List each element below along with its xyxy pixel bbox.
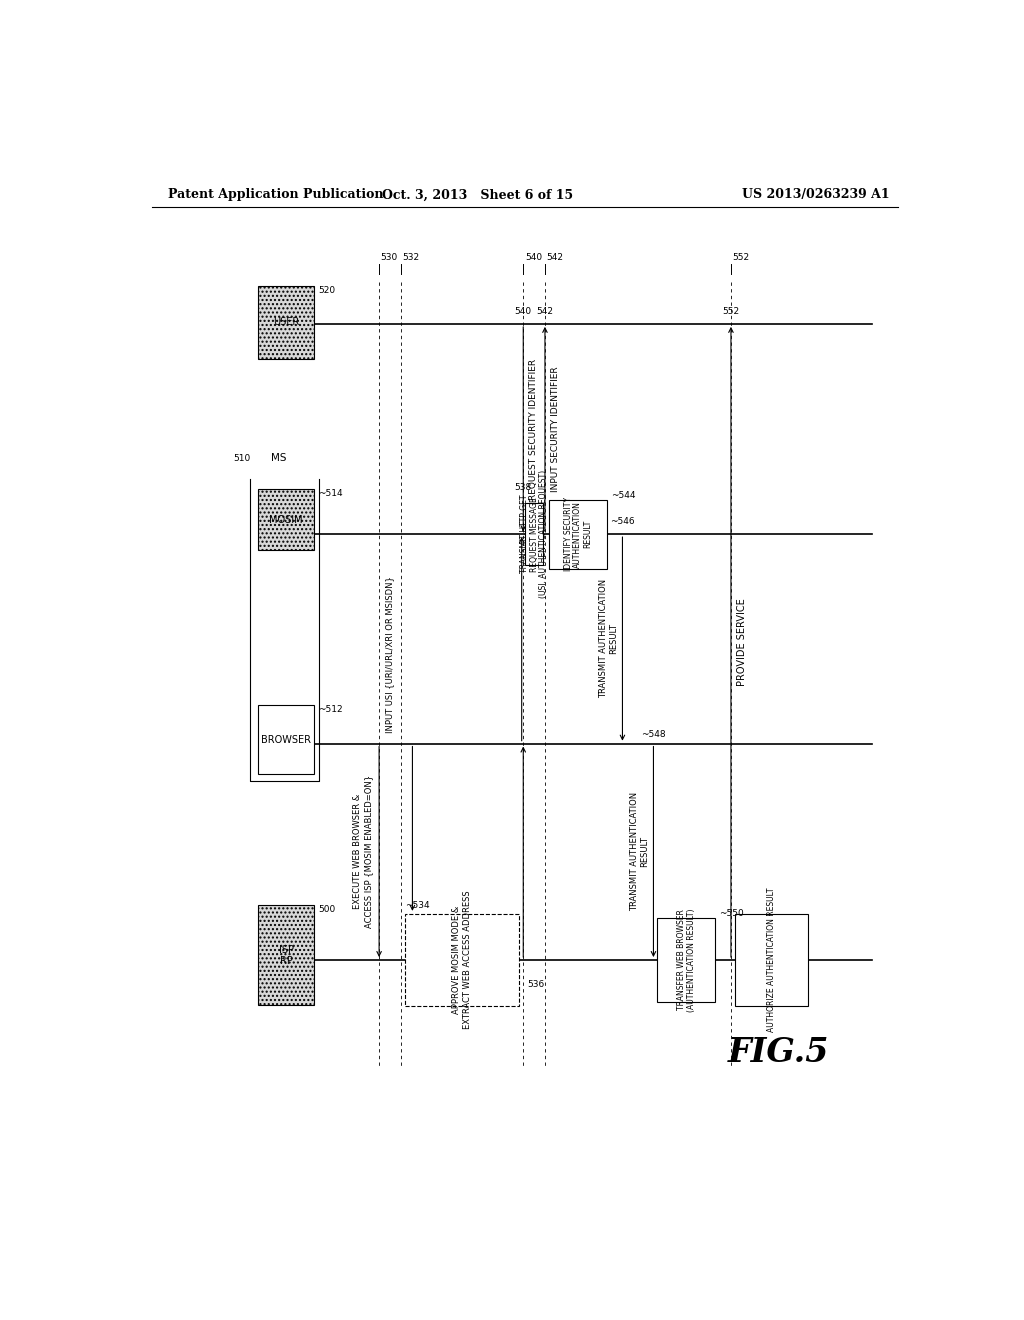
Text: 540: 540 bbox=[524, 252, 542, 261]
Text: 536: 536 bbox=[527, 981, 545, 989]
Text: ~544: ~544 bbox=[611, 491, 636, 499]
Text: MS: MS bbox=[271, 453, 287, 462]
Text: 538: 538 bbox=[515, 483, 531, 492]
Text: MOSIM: MOSIM bbox=[269, 515, 303, 524]
Text: INPUT USI {URI/URL/XRI OR MSISDN}: INPUT USI {URI/URL/XRI OR MSISDN} bbox=[385, 577, 394, 734]
Text: Oct. 3, 2013   Sheet 6 of 15: Oct. 3, 2013 Sheet 6 of 15 bbox=[382, 189, 572, 202]
Text: ~550: ~550 bbox=[720, 908, 744, 917]
Text: TRANSMIT AUTHENTICATION
RESULT: TRANSMIT AUTHENTICATION RESULT bbox=[630, 792, 649, 911]
Bar bbox=[258, 906, 314, 1006]
Text: ~534: ~534 bbox=[404, 902, 429, 909]
Text: EXECUTE WEB BROWSER &
ACCESS ISP {MOSIM ENABLED=ON}: EXECUTE WEB BROWSER & ACCESS ISP {MOSIM … bbox=[353, 775, 373, 928]
Text: 510: 510 bbox=[233, 454, 251, 462]
Text: 530: 530 bbox=[381, 252, 398, 261]
Text: BROWSER: BROWSER bbox=[261, 735, 311, 744]
Text: ~546: ~546 bbox=[610, 517, 635, 527]
Text: ~512: ~512 bbox=[317, 705, 342, 714]
Text: TRANSFER WEB BROWSER
(AUTHENTICATION RESULT): TRANSFER WEB BROWSER (AUTHENTICATION RES… bbox=[677, 908, 695, 1011]
Text: APPROVE MOSIM MODE &
EXTRACT WEB ACCESS ADDRESS: APPROVE MOSIM MODE & EXTRACT WEB ACCESS … bbox=[453, 891, 472, 1030]
Bar bbox=[549, 499, 607, 569]
Text: 520: 520 bbox=[317, 286, 335, 294]
Text: AUTHORIZE AUTHENTICATION RESULT: AUTHORIZE AUTHENTICATION RESULT bbox=[767, 888, 776, 1032]
Text: 532: 532 bbox=[402, 252, 420, 261]
Text: 500: 500 bbox=[317, 906, 335, 915]
Bar bbox=[258, 705, 314, 775]
Bar bbox=[735, 913, 809, 1006]
Text: 540: 540 bbox=[515, 308, 531, 317]
Bar bbox=[524, 503, 544, 565]
Text: INPUT SECURITY IDENTIFIER: INPUT SECURITY IDENTIFIER bbox=[551, 366, 560, 492]
Text: ISP
RP: ISP RP bbox=[279, 945, 294, 966]
Text: 552: 552 bbox=[722, 308, 739, 317]
Text: 542: 542 bbox=[537, 308, 553, 317]
Text: 542: 542 bbox=[547, 252, 563, 261]
Text: FIG.5: FIG.5 bbox=[728, 1036, 829, 1069]
Text: ~514: ~514 bbox=[317, 490, 342, 499]
Text: TRANSMIT HTTP GET
REQUEST MESSAGE
(USI, AUTHENTICATION REQUEST): TRANSMIT HTTP GET REQUEST MESSAGE (USI, … bbox=[520, 470, 548, 598]
Text: USER: USER bbox=[273, 317, 299, 327]
Bar bbox=[258, 490, 314, 549]
Text: ~548: ~548 bbox=[641, 730, 666, 738]
Text: IDENTIFY SECURITY
AUTHENTICATION
RESULT: IDENTIFY SECURITY AUTHENTICATION RESULT bbox=[563, 498, 592, 572]
Text: REQUEST SECURITY IDENTIFIER: REQUEST SECURITY IDENTIFIER bbox=[529, 359, 539, 499]
Text: US 2013/0263239 A1: US 2013/0263239 A1 bbox=[742, 189, 890, 202]
Text: 552: 552 bbox=[732, 252, 750, 261]
Bar bbox=[258, 286, 314, 359]
Bar bbox=[657, 917, 716, 1002]
Bar bbox=[404, 913, 519, 1006]
Text: TRANSMIT AUTHENTICATION
RESULT: TRANSMIT AUTHENTICATION RESULT bbox=[599, 579, 618, 698]
Text: PROVIDE SERVICE: PROVIDE SERVICE bbox=[737, 598, 748, 686]
Text: Patent Application Publication: Patent Application Publication bbox=[168, 189, 383, 202]
